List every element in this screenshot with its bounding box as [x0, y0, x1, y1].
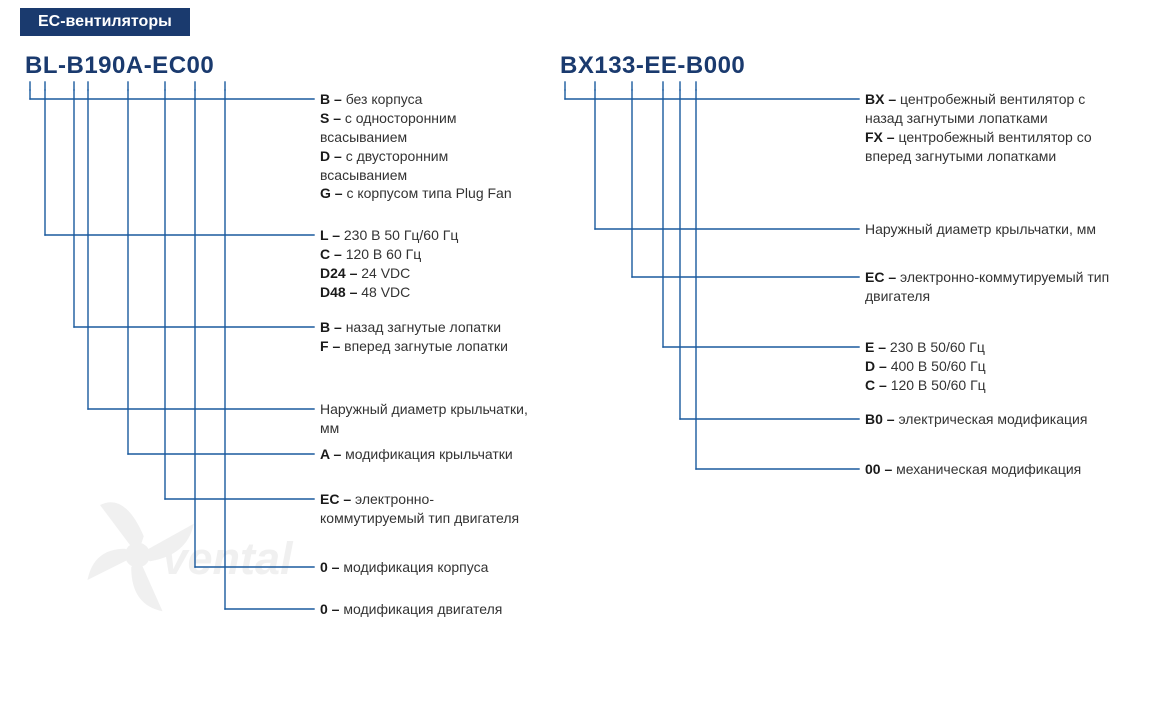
- left-desc-group-2: B – назад загнутые лопаткиF – вперед заг…: [320, 318, 530, 356]
- left-desc-group-5: EC – электронно-коммутируемый тип двигат…: [320, 490, 530, 528]
- left-desc-group-6: 0 – модификация корпуса: [320, 558, 530, 577]
- right-desc-group-4: B0 – электрическая модификация: [865, 410, 1125, 429]
- left-desc-group-0: B – без корпусаS – с односторонним всасы…: [320, 90, 530, 203]
- section-tab: ЕС-вентиляторы: [20, 8, 190, 36]
- right-desc-group-0: BX – центробежный вентилятор с назад заг…: [865, 90, 1125, 166]
- left-desc-group-4: A – модификация крыльчатки: [320, 445, 530, 464]
- left-desc-group-1: L – 230 В 50 Гц/60 ГцC – 120 В 60 ГцD24 …: [320, 226, 530, 302]
- left-desc-group-3: Наружный диаметр крыльчатки, мм: [320, 400, 530, 438]
- right-desc-group-3: E – 230 В 50/60 ГцD – 400 В 50/60 ГцC – …: [865, 338, 1125, 395]
- right-desc-group-5: 00 – механическая модификация: [865, 460, 1125, 479]
- left-product-code: BL-B190A-EC00: [25, 52, 214, 80]
- right-product-code: BX133-EE-B000: [560, 52, 745, 80]
- right-desc-group-2: EC – электронно-коммутируемый тип двигат…: [865, 268, 1125, 306]
- right-desc-group-1: Наружный диаметр крыльчатки, мм: [865, 220, 1125, 239]
- watermark-logo: vental: [70, 480, 330, 630]
- left-desc-group-7: 0 – модификация двигателя: [320, 600, 530, 619]
- svg-text:vental: vental: [163, 533, 295, 584]
